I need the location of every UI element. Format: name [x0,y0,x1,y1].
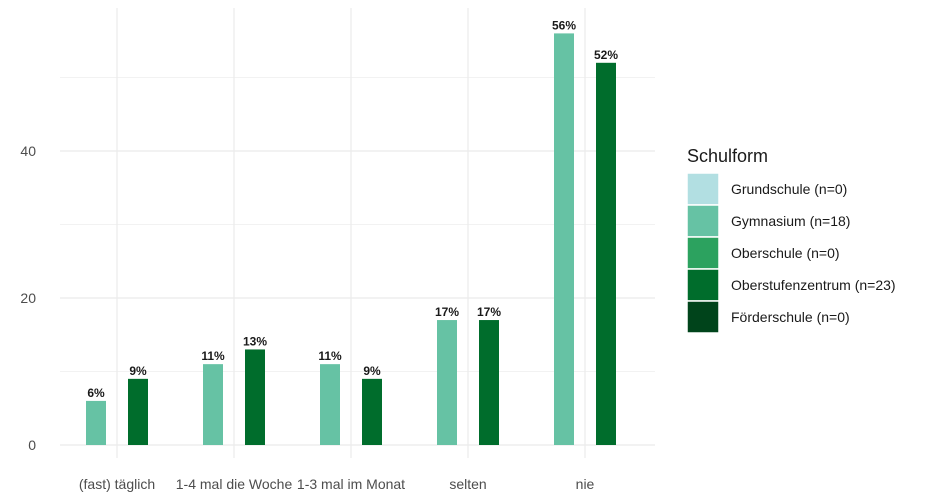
data-label: 11% [318,349,342,363]
data-label: 9% [129,364,147,378]
bar [437,320,457,445]
grid-lines [60,8,655,458]
x-tick-label: (fast) täglich [79,476,155,492]
bars [86,33,616,446]
data-label: 9% [363,364,381,378]
legend-key [686,268,720,302]
bar [128,378,148,445]
legend-key [686,300,720,334]
x-tick-label: 1-3 mal im Monat [297,476,405,492]
legend-title: Schulform [687,146,768,166]
legend-label: Oberstufenzentrum (n=23) [731,277,896,293]
data-label: 13% [243,334,267,348]
x-tick-label: selten [449,476,486,492]
legend-key [686,172,720,206]
legend-label: Gymnasium (n=18) [731,213,850,229]
legend-label: Oberschule (n=0) [731,245,840,261]
data-label: 17% [435,305,459,319]
data-label: 56% [552,18,576,32]
data-label: 17% [477,305,501,319]
y-tick-label: 0 [28,437,36,453]
bar [362,378,382,445]
legend-key [686,236,720,270]
bar [245,349,265,445]
data-labels: 6% 11% 11% 17% 56% 9% 13% 9% 17% 52% [87,18,618,400]
legend: Schulform Grundschule (n=0) Gymnasium (n=… [686,146,896,334]
legend-label: Förderschule (n=0) [731,309,850,325]
axes: 0 20 40 (fast) täglich 1-4 mal die Woche 1-3 … [20,143,594,492]
bar [320,364,340,445]
legend-label: Grundschule (n=0) [731,181,847,197]
x-tick-label: 1-4 mal die Woche [176,476,293,492]
bar [479,320,499,445]
y-tick-label: 20 [20,290,36,306]
data-label: 11% [201,349,225,363]
bar [203,364,223,445]
data-label: 6% [87,386,105,400]
bar [86,400,106,445]
y-tick-label: 40 [20,143,36,159]
x-tick-label: nie [576,476,595,492]
bar [596,62,616,446]
bar [554,33,574,446]
legend-key [686,204,720,238]
data-label: 52% [594,48,618,62]
